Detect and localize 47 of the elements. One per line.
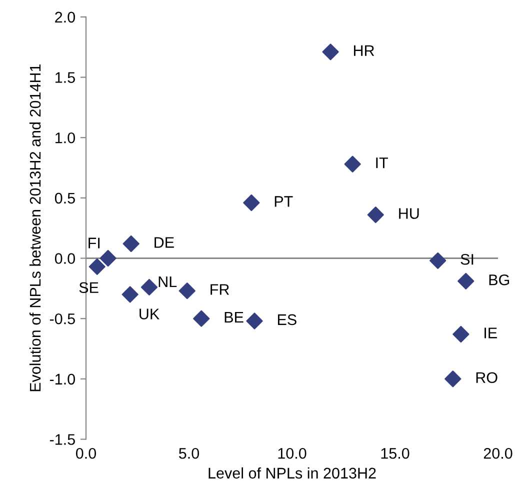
annotation: SI xyxy=(460,254,474,265)
annotation: DE xyxy=(154,237,174,248)
point xyxy=(322,44,339,60)
annotation: RO xyxy=(476,372,498,384)
point xyxy=(140,278,158,296)
annotation: FI xyxy=(88,238,100,248)
point xyxy=(88,258,106,275)
y-tick-label: -0.5 xyxy=(50,313,75,324)
x-tick-label: 5.0 xyxy=(179,448,200,459)
point xyxy=(243,194,260,212)
x-axis-title: Level of NPLs in 2013H2 xyxy=(208,467,376,479)
annotation: IT xyxy=(376,158,388,168)
point xyxy=(193,310,210,327)
annotation: HU xyxy=(399,208,419,219)
y-axis-title: Evolution of NPLs between 2013H2 and 2014H1 xyxy=(29,64,41,392)
y-tick-label: 1.5 xyxy=(56,72,75,83)
annotation: IE xyxy=(484,328,497,338)
annotation: BE xyxy=(224,312,244,323)
annotation: FR xyxy=(210,284,230,295)
annotation: SE xyxy=(79,282,98,294)
point xyxy=(452,326,470,343)
annotation: HR xyxy=(354,45,374,56)
y-tick-label: 0.0 xyxy=(54,253,75,264)
annotation: BG xyxy=(489,274,510,286)
y-tick-label: 2.0 xyxy=(55,12,75,23)
annotation: UK xyxy=(140,308,160,320)
point xyxy=(444,370,462,388)
x-tick-label: 0.0 xyxy=(76,448,96,459)
y-tick-label: 1.0 xyxy=(56,132,75,144)
point xyxy=(246,312,263,330)
point xyxy=(430,252,446,269)
point xyxy=(122,235,140,252)
annotation: ES xyxy=(278,314,296,326)
point xyxy=(344,156,361,172)
point xyxy=(122,286,138,303)
x-tick-label: 20.0 xyxy=(484,448,512,459)
point xyxy=(367,206,384,224)
annotation: PT xyxy=(274,196,293,207)
point xyxy=(100,250,116,267)
x-tick-label: 15.0 xyxy=(381,448,410,459)
y-tick-label: -1.0 xyxy=(50,374,75,385)
point xyxy=(458,272,474,290)
annotation: NL xyxy=(158,276,177,287)
x-tick-label: 10.0 xyxy=(278,448,306,459)
y-tick-label: -1.5 xyxy=(50,434,75,445)
y-tick-label: 0.5 xyxy=(54,192,75,204)
point xyxy=(178,282,196,300)
